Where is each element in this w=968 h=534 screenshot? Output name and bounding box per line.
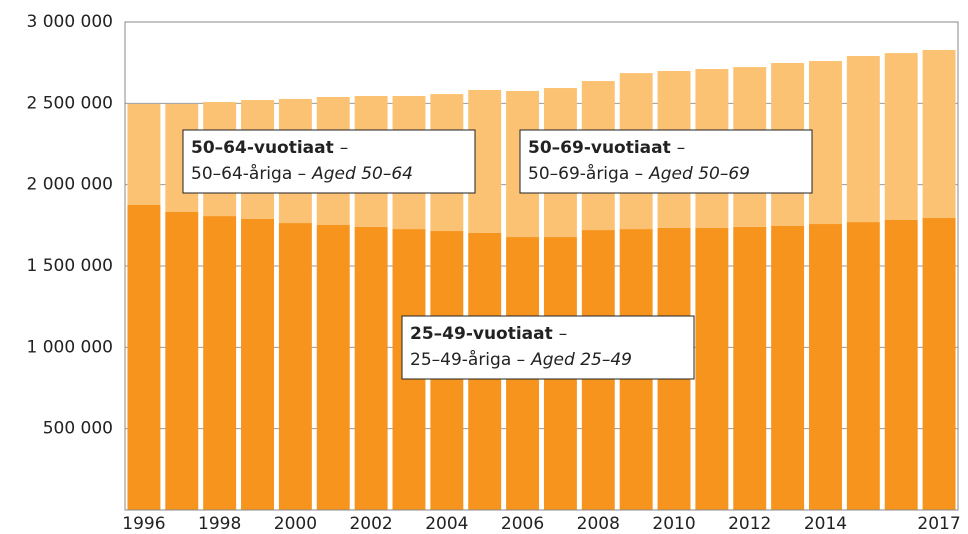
x-tick-label: 2017 <box>917 514 960 534</box>
x-tick-label: 2006 <box>501 514 544 534</box>
annotation-line: 50–64-åriga – Aged 50–64 <box>191 163 413 184</box>
bar-segment <box>733 226 767 510</box>
annotation-box <box>401 315 695 380</box>
annotation-sep: – <box>559 324 568 344</box>
x-tick-label: 2004 <box>425 514 468 534</box>
annotation-line: 25–49-åriga – Aged 25–49 <box>410 349 632 370</box>
bar-segment <box>884 53 918 220</box>
annotation-bold: 50–69-vuotiaat <box>528 138 671 158</box>
annotation-italic: Aged 50–64 <box>311 164 413 184</box>
bar-segment <box>771 225 805 510</box>
y-tick-label: 1 500 000 <box>26 256 113 276</box>
x-tick-label: 2014 <box>804 514 847 534</box>
annotation: 25–49-vuotiaat – 25–49-åriga – Aged 25–49 <box>401 315 695 380</box>
x-tick-label: 1996 <box>122 514 165 534</box>
bar-segment <box>127 205 161 510</box>
bar-segment <box>241 218 274 511</box>
bar-segment <box>846 222 880 510</box>
x-tick-label: 1998 <box>198 514 241 534</box>
x-tick-label: 2010 <box>652 514 695 534</box>
y-tick-label: 3 000 000 <box>26 12 113 32</box>
bar-segment <box>354 226 388 510</box>
y-tick-label: 1 000 000 <box>26 337 113 357</box>
bar-segment <box>922 49 956 219</box>
annotation: 50–64-vuotiaat – 50–64-åriga – Aged 50–64 <box>182 129 476 194</box>
annotation-line: 50–69-åriga – Aged 50–69 <box>528 163 750 184</box>
y-tick-label: 500 000 <box>43 419 113 439</box>
plot-frame <box>124 21 959 511</box>
bar-segment <box>884 219 918 510</box>
bars <box>127 49 956 511</box>
annotation-text: 50–69-åriga – <box>528 163 643 184</box>
annotation-italic: Aged 25–49 <box>530 350 632 370</box>
bar-segment <box>695 227 729 510</box>
annotation-line: 25–49-vuotiaat – <box>410 324 567 344</box>
annotation-line: 50–69-vuotiaat – <box>528 138 685 158</box>
annotations: 50–64-vuotiaat –50–64-åriga – Aged 50–6450… <box>182 129 813 380</box>
annotation-box <box>519 129 813 194</box>
annotation-italic: Aged 50–69 <box>648 164 750 184</box>
bar-segment <box>203 216 237 510</box>
annotation-box <box>182 129 476 194</box>
bar-segment <box>278 223 312 510</box>
annotation-bold: 50–64-vuotiaat <box>191 138 334 158</box>
y-tick-label: 2 500 000 <box>26 93 113 113</box>
annotation-text: 25–49-åriga – <box>410 349 525 370</box>
bar-segment <box>127 103 161 205</box>
annotation-text: 50–64-åriga – <box>191 163 306 184</box>
annotation-sep: – <box>677 138 686 158</box>
bar-segment <box>316 225 350 510</box>
bar-segment <box>809 224 842 511</box>
y-tick-label: 2 000 000 <box>26 175 113 195</box>
bar-segment <box>922 218 956 510</box>
annotation-sep: – <box>340 138 349 158</box>
annotation: 50–69-vuotiaat – 50–69-åriga – Aged 50–69 <box>519 129 813 194</box>
x-tick-label: 2002 <box>349 514 392 534</box>
annotation-bold: 25–49-vuotiaat <box>410 324 553 344</box>
bar-segment <box>165 211 199 510</box>
labels: 500 000 1 000 000 1 500 000 2 000 000 2 500 … <box>26 12 960 534</box>
x-tick-label: 2012 <box>728 514 771 534</box>
bar-segment <box>809 61 842 225</box>
x-tick-label: 2000 <box>274 514 317 534</box>
bar-segment <box>846 55 880 223</box>
x-tick-label: 2008 <box>577 514 620 534</box>
annotation-line: 50–64-vuotiaat – <box>191 138 348 158</box>
